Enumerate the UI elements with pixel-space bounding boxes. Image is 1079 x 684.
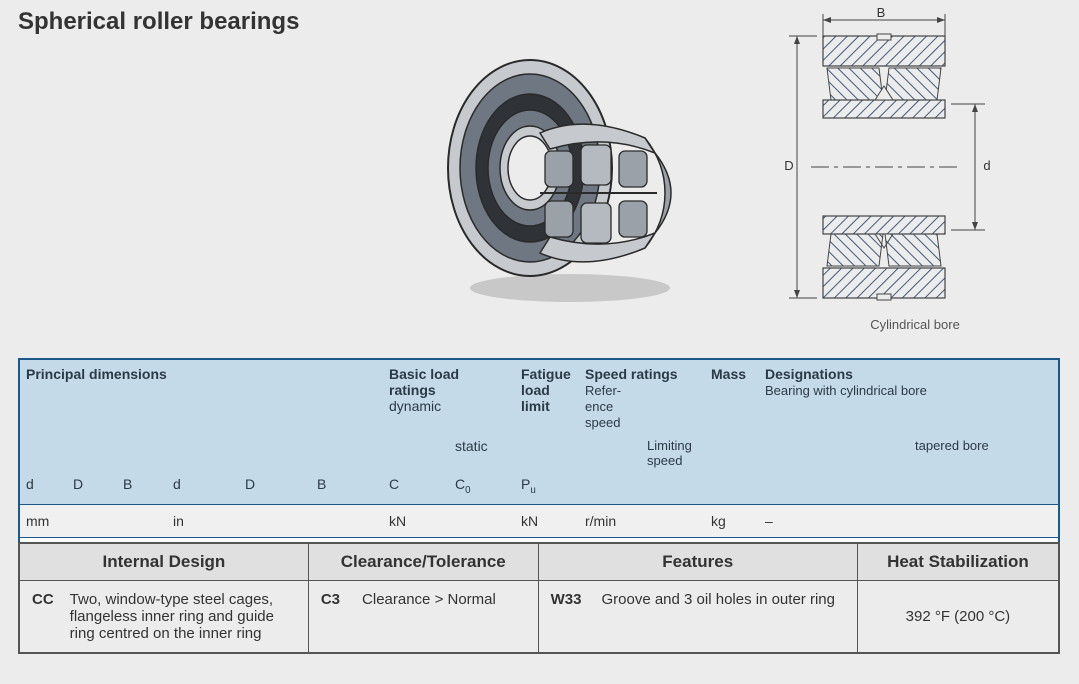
dim-label-b: B <box>877 6 886 20</box>
ft-hdr-heat: Heat Stabilization <box>857 543 1059 581</box>
sym-B-in: B <box>311 470 383 504</box>
ft-features: W33 Groove and 3 oil holes in outer ring <box>538 581 857 654</box>
hdr-principal: Principal dimensions <box>19 359 383 432</box>
hdr-mass: Mass <box>705 359 759 432</box>
dim-label-D: D <box>784 158 793 173</box>
sym-B-mm: B <box>117 470 167 504</box>
unit-dash: – <box>759 504 1059 537</box>
ft-clearance: C3 Clearance > Normal <box>308 581 538 654</box>
unit-mm: mm <box>19 504 167 537</box>
sym-C: C <box>383 470 449 504</box>
bearing-3d-illustration <box>420 28 700 308</box>
feature-table: Internal Design Clearance/Tolerance Feat… <box>18 542 1060 654</box>
dim-label-d: d <box>983 158 990 173</box>
tech-drawing-caption: Cylindrical bore <box>775 317 1055 332</box>
unit-kg: kg <box>705 504 759 537</box>
sym-D-mm: D <box>67 470 117 504</box>
sym-D-in: D <box>239 470 311 504</box>
hdr-designations: Designations <box>765 366 853 382</box>
unit-kn2: kN <box>515 504 579 537</box>
page-title: Spherical roller bearings <box>18 8 299 36</box>
ft-heat: 392 °F (200 °C) <box>857 581 1059 654</box>
ft-hdr-clearance: Clearance/Tolerance <box>308 543 538 581</box>
hdr-speed: Speed ratings <box>585 366 678 382</box>
hdr-refspeed: Refer-encespeed <box>585 383 621 430</box>
technical-drawing: B D d <box>775 6 1055 336</box>
ft-hdr-features: Features <box>538 543 857 581</box>
ft-internal: CC Two, window-type steel cages, flangel… <box>19 581 308 654</box>
sym-Pu: Pu <box>515 470 579 504</box>
ft-hdr-internal: Internal Design <box>19 543 308 581</box>
sym-d-in: d <box>167 470 239 504</box>
hdr-cylbore: Bearing with cylindrical bore <box>765 383 927 398</box>
hdr-tapbore: tapered bore <box>909 432 1059 470</box>
unit-in: in <box>167 504 383 537</box>
unit-rpm: r/min <box>579 504 705 537</box>
hdr-dynamic: dynamic <box>389 398 441 414</box>
sym-C0: C0 <box>449 470 515 504</box>
hdr-limspeed: Limiting speed <box>641 432 705 470</box>
hdr-basic-load: Basic load ratings <box>389 366 459 398</box>
sym-d-mm: d <box>19 470 67 504</box>
hdr-static: static <box>449 432 515 470</box>
hdr-fatigue: Fatigue load limit <box>521 366 571 414</box>
unit-kn1: kN <box>383 504 515 537</box>
